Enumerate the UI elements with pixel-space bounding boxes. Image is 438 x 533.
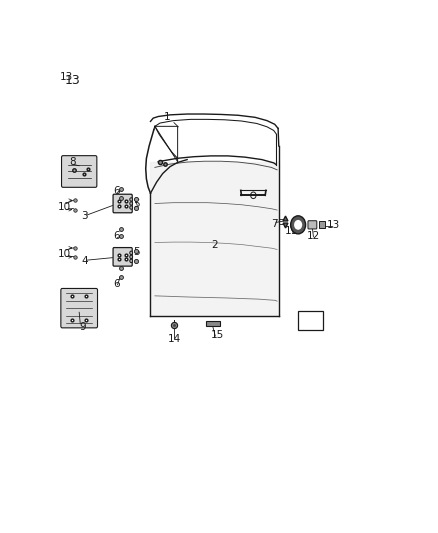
Circle shape <box>291 216 306 234</box>
FancyBboxPatch shape <box>61 156 97 187</box>
Text: 8: 8 <box>69 157 76 167</box>
Text: 16: 16 <box>311 313 325 324</box>
FancyBboxPatch shape <box>113 247 132 266</box>
Text: 5: 5 <box>133 247 140 256</box>
Text: 13: 13 <box>64 74 80 87</box>
Text: 4: 4 <box>81 256 88 266</box>
Text: 6: 6 <box>113 231 120 241</box>
Circle shape <box>294 220 302 230</box>
FancyBboxPatch shape <box>308 221 317 229</box>
FancyBboxPatch shape <box>61 288 98 328</box>
FancyBboxPatch shape <box>206 321 220 326</box>
Circle shape <box>130 202 133 205</box>
Circle shape <box>130 259 133 263</box>
Text: 7: 7 <box>272 219 278 229</box>
Text: 10: 10 <box>58 202 71 212</box>
Text: 1: 1 <box>163 112 170 122</box>
Text: 5: 5 <box>133 199 140 209</box>
Text: 9: 9 <box>79 321 86 332</box>
Circle shape <box>130 255 133 259</box>
Text: 11: 11 <box>285 227 298 237</box>
Text: 12: 12 <box>307 230 320 240</box>
Text: 15: 15 <box>211 330 224 340</box>
Circle shape <box>130 206 133 209</box>
Text: 2: 2 <box>211 239 218 249</box>
FancyBboxPatch shape <box>113 194 132 213</box>
Text: 6: 6 <box>113 186 120 196</box>
Text: 6: 6 <box>113 279 120 288</box>
Text: 14: 14 <box>168 334 181 344</box>
FancyBboxPatch shape <box>318 221 325 228</box>
Text: 13: 13 <box>60 72 73 82</box>
Circle shape <box>130 198 133 201</box>
Circle shape <box>130 251 133 255</box>
FancyBboxPatch shape <box>298 311 323 330</box>
Text: 10: 10 <box>58 248 71 259</box>
Polygon shape <box>151 161 279 317</box>
Text: 3: 3 <box>81 211 88 221</box>
Text: 13: 13 <box>326 220 340 230</box>
